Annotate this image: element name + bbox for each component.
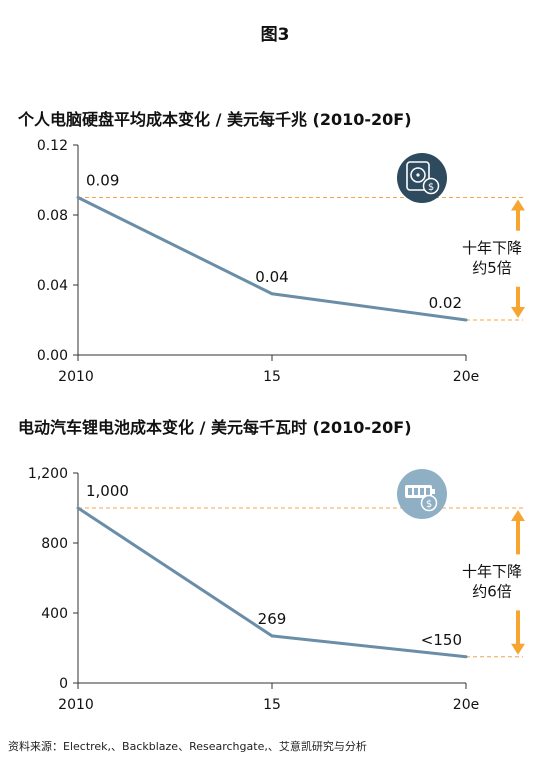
x-tick-label: 20e xyxy=(453,697,479,713)
x-tick-label: 15 xyxy=(263,369,281,385)
y-tick-label: 0.04 xyxy=(37,278,68,294)
arrow-head-up xyxy=(511,510,525,521)
battery-cost-chart: 1,200 800 400 0 2010 15 20e 1,000 269 <150 $ 十年下降约6… xyxy=(28,466,525,713)
data-label: 269 xyxy=(258,610,287,628)
data-point xyxy=(270,292,274,296)
dollar-sign: $ xyxy=(428,182,434,193)
arrow-head-up xyxy=(511,199,525,211)
x-tick-label: 15 xyxy=(263,697,281,713)
battery-cell xyxy=(408,488,412,495)
data-point xyxy=(76,196,80,199)
data-line xyxy=(77,196,467,322)
data-point xyxy=(270,634,274,638)
data-label: 0.02 xyxy=(429,294,462,312)
chart-title-hdd: 个人电脑硬盘平均成本变化 / 美元每千兆 (2010-20F) xyxy=(18,110,412,129)
arrow-head-down xyxy=(511,307,525,318)
battery-cell xyxy=(426,488,430,495)
data-point xyxy=(76,506,80,510)
x-tick-label: 20e xyxy=(453,369,479,385)
source-note: 资料来源：Electrek,、Backblaze、Researchgate,、艾… xyxy=(8,740,367,753)
drive-spindle xyxy=(416,173,420,177)
dollar-coin xyxy=(420,494,438,512)
data-label: 0.04 xyxy=(255,268,288,286)
icon-circle xyxy=(397,153,447,203)
dollar-sign: $ xyxy=(426,499,432,510)
annotation-line-2: 约5倍 xyxy=(472,259,512,277)
data-label: 1,000 xyxy=(86,482,129,500)
x-tick-label: 2010 xyxy=(58,697,94,713)
y-tick-label: 800 xyxy=(41,536,68,552)
data-label: <150 xyxy=(421,631,462,649)
figure-title: 图3 xyxy=(260,25,290,45)
data-point xyxy=(464,655,468,659)
range-arrow xyxy=(511,199,525,318)
annotation-line-2: 约6倍 xyxy=(472,582,512,600)
y-tick-label: 0.08 xyxy=(37,208,68,224)
hdd-cost-chart: 0.12 0.08 0.04 0.00 2010 15 20e 0.09 0.04 0.02 $ 十年… xyxy=(37,138,525,385)
data-label: 0.09 xyxy=(86,172,119,190)
y-tick-label: 1,200 xyxy=(28,466,68,482)
y-tick-label: 400 xyxy=(41,606,68,622)
arrow-head-down xyxy=(511,643,525,655)
y-tick-label: 0 xyxy=(59,676,68,692)
range-arrow xyxy=(511,510,525,655)
annotation-line-1: 十年下降 xyxy=(462,562,522,580)
y-tick-label: 0.00 xyxy=(37,348,68,364)
x-tick-label: 2010 xyxy=(58,369,94,385)
annotation-line-1: 十年下降 xyxy=(462,239,522,257)
battery-dollar-icon: $ xyxy=(397,469,447,519)
y-tick-label: 0.12 xyxy=(37,138,68,154)
dollar-coin xyxy=(422,177,440,195)
battery-tip xyxy=(432,489,435,494)
hard-drive-dollar-icon: $ xyxy=(397,153,447,203)
data-point xyxy=(464,318,468,322)
chart-title-battery: 电动汽车锂电池成本变化 / 美元每千瓦时 (2010-20F) xyxy=(18,418,412,437)
battery-cell xyxy=(420,488,424,495)
drive-platter xyxy=(410,167,426,183)
battery-cell xyxy=(414,488,418,495)
drive-body xyxy=(406,161,430,191)
